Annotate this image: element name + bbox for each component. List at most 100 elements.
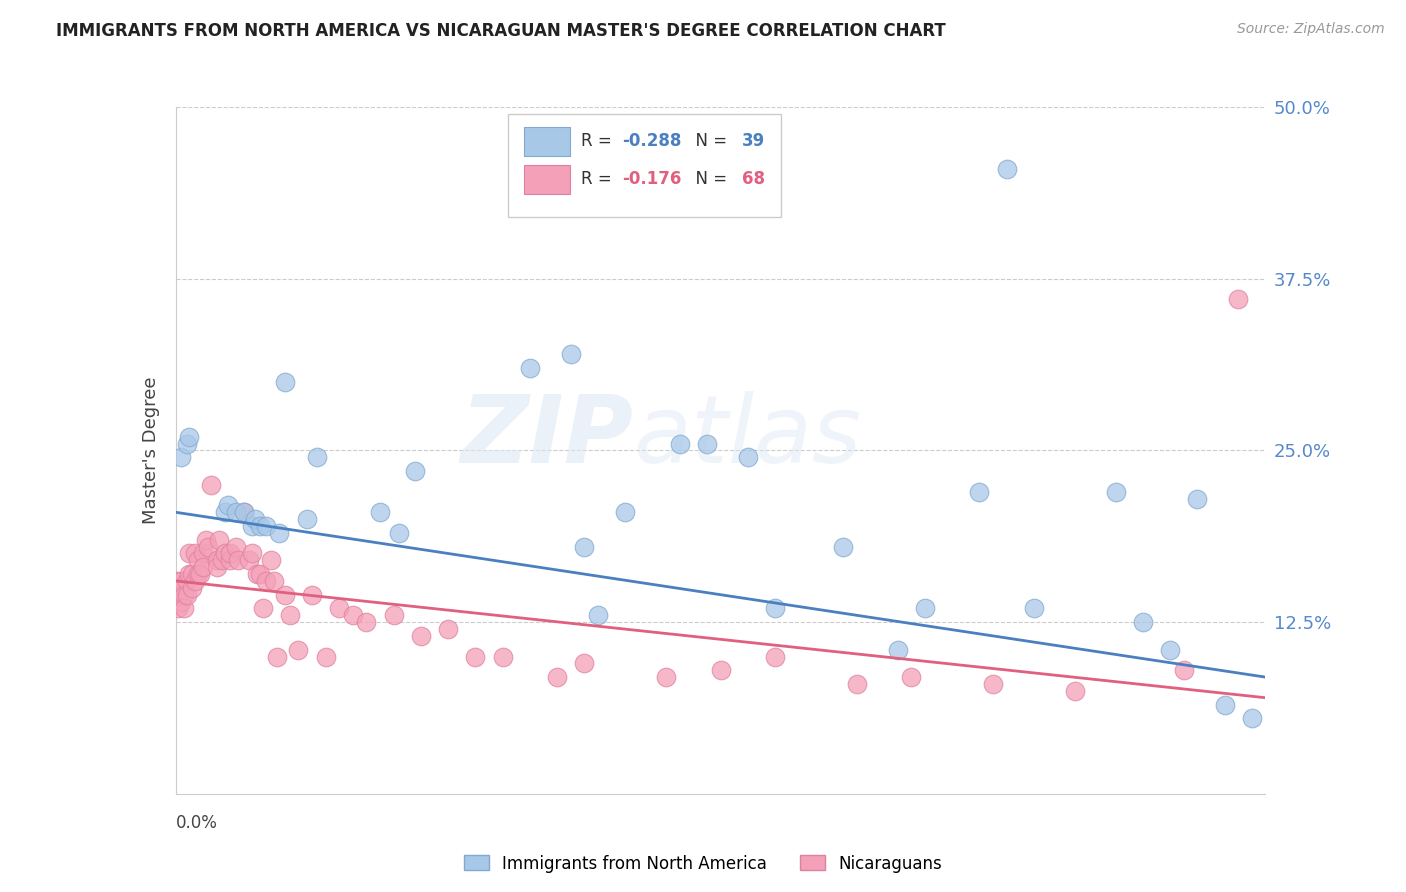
Point [240,546,263,561]
Point [225,540,247,554]
Point [167,581,190,595]
Point [232,505,254,519]
Point [181,581,204,595]
Point [1240,711,1263,725]
Point [519,361,541,376]
Point [763,601,786,615]
Point [1159,642,1181,657]
Point [200,478,222,492]
Point [1022,601,1045,615]
Point [1227,293,1250,307]
Point [368,505,391,519]
Point [197,540,219,554]
FancyBboxPatch shape [508,114,780,217]
Point [173,601,195,615]
FancyBboxPatch shape [524,165,571,194]
Point [170,450,193,465]
Point [181,567,204,582]
Text: 39: 39 [742,132,766,151]
Point [832,540,855,554]
Point [914,601,936,615]
Point [225,505,247,519]
Point [295,512,318,526]
Point [614,505,637,519]
Point [243,512,266,526]
Point [263,574,285,588]
Point [179,430,201,444]
Point [176,574,198,588]
Text: ZIP: ZIP [461,391,633,483]
Text: -0.288: -0.288 [623,132,682,151]
Point [170,574,193,588]
Point [492,649,515,664]
Point [1173,663,1195,677]
Point [287,642,309,657]
Point [464,649,486,664]
Point [1213,698,1236,712]
Point [219,546,242,561]
Text: atlas: atlas [633,392,862,483]
Point [228,553,250,567]
Legend: Immigrants from North America, Nicaraguans: Immigrants from North America, Nicaragua… [457,848,949,880]
Point [307,450,329,465]
Y-axis label: Master's Degree: Master's Degree [142,376,160,524]
Point [342,608,364,623]
Point [737,450,759,465]
Point [238,553,260,567]
Point [186,567,209,582]
Point [696,436,718,450]
Point [240,519,263,533]
Point [167,588,190,602]
Point [574,657,596,671]
Text: R =: R = [581,132,617,151]
Point [260,553,283,567]
Point [269,525,291,540]
Point [254,574,277,588]
Point [219,553,242,567]
Point [900,670,922,684]
Point [382,608,405,623]
FancyBboxPatch shape [524,127,571,156]
Point [188,567,211,582]
Point [173,588,195,602]
Point [328,601,350,615]
Point [356,615,378,630]
Point [388,525,411,540]
Point [274,588,297,602]
Point [969,484,991,499]
Point [1187,491,1209,506]
Point [266,649,288,664]
Point [208,533,231,547]
Text: IMMIGRANTS FROM NORTH AMERICA VS NICARAGUAN MASTER'S DEGREE CORRELATION CHART: IMMIGRANTS FROM NORTH AMERICA VS NICARAG… [56,22,946,40]
Point [252,601,274,615]
Point [274,375,297,389]
Point [301,588,323,602]
Point [214,546,236,561]
Point [217,499,239,513]
Text: Source: ZipAtlas.com: Source: ZipAtlas.com [1237,22,1385,37]
Point [176,588,198,602]
Point [560,347,582,361]
Point [211,553,233,567]
Point [249,519,271,533]
Point [170,594,193,608]
Point [710,663,733,677]
Point [246,567,269,582]
Point [165,574,187,588]
Point [278,608,301,623]
Point [179,567,201,582]
Point [205,553,228,567]
Point [249,567,271,582]
Point [437,622,460,636]
Point [981,677,1004,691]
Point [995,161,1018,176]
Point [205,560,228,574]
Text: -0.176: -0.176 [623,170,682,188]
Text: N =: N = [685,132,733,151]
Point [655,670,678,684]
Point [170,581,193,595]
Point [668,436,690,450]
Point [405,464,427,478]
Point [184,546,207,561]
Point [232,505,254,519]
